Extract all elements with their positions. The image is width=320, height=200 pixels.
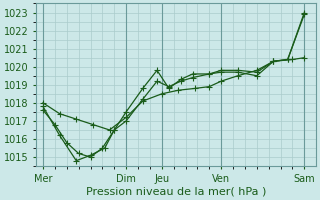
X-axis label: Pression niveau de la mer( hPa ): Pression niveau de la mer( hPa ): [86, 187, 266, 197]
